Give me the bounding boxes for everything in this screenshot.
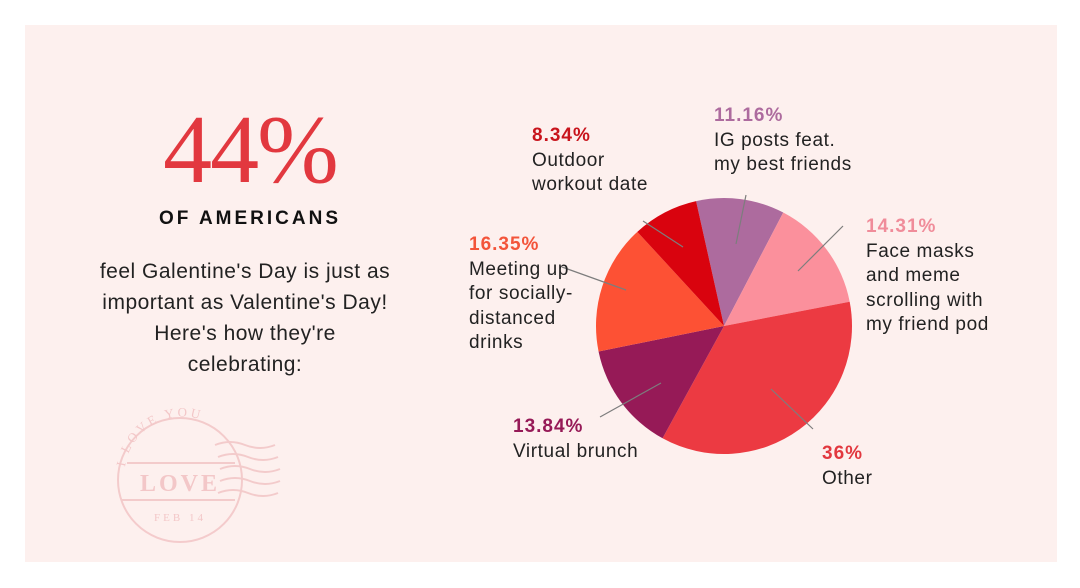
label-pct: 14.31%: [866, 216, 937, 237]
infographic-panel: [25, 25, 1057, 562]
label-pct: 13.84%: [513, 416, 584, 437]
stamp-bottom-text: FEB 14: [154, 512, 206, 524]
pie-slice: [637, 201, 724, 326]
label-outdoor: 8.34% Outdoor workout date: [532, 124, 648, 198]
leader-lines: [561, 194, 844, 430]
label-line: Other: [822, 467, 873, 489]
label-virtual-brunch: 13.84% Virtual brunch: [513, 415, 638, 464]
pie-slice: [724, 212, 850, 326]
label-line: drinks: [469, 332, 524, 353]
headline-subhead: OF AMERICANS: [158, 208, 342, 229]
pie-slice: [595, 231, 724, 352]
label-meeting-up: 16.35% Meeting up for socially- distance…: [469, 233, 573, 356]
label-line: Virtual brunch: [513, 440, 639, 462]
label-line: Outdoor: [532, 149, 605, 171]
headline-stat: 44%: [163, 96, 339, 204]
body-line: celebrating:: [187, 353, 303, 376]
label-line: Face masks: [866, 240, 975, 262]
body-line: feel Galentine's Day is just as: [99, 260, 391, 283]
label-pct: 16.35%: [469, 234, 540, 255]
label-pct: 11.16%: [714, 105, 784, 126]
label-pct: 8.34%: [532, 125, 591, 146]
label-line: IG posts feat.: [714, 129, 836, 151]
label-line: Meeting up: [469, 258, 570, 280]
body-line: important as Valentine's Day!: [102, 291, 388, 314]
pie-slice: [662, 301, 853, 454]
body-line: Here's how they're: [154, 322, 336, 345]
label-line: my friend pod: [866, 314, 989, 335]
label-line: and meme: [866, 265, 961, 286]
label-pct: 36%: [822, 443, 864, 464]
pie-slices: [595, 197, 853, 454]
label-line: workout date: [532, 174, 648, 195]
pie-slice: [696, 197, 784, 326]
postmark-stamp-icon: I LOVE YOU LOVE FEB 14: [113, 405, 281, 543]
label-face-masks: 14.31% Face masks and meme scrolling wit…: [866, 215, 989, 338]
pie-slice: [598, 326, 724, 439]
headline-body: feel Galentine's Day is just as importan…: [70, 256, 420, 380]
label-other: 36% Other: [822, 442, 873, 491]
label-line: my best friends: [714, 154, 852, 175]
stamp-middle-text: LOVE: [140, 471, 220, 497]
label-line: for socially-: [469, 283, 573, 304]
label-line: scrolling with: [866, 289, 984, 311]
label-line: distanced: [469, 307, 556, 329]
label-ig: 11.16% IG posts feat. my best friends: [714, 104, 852, 178]
